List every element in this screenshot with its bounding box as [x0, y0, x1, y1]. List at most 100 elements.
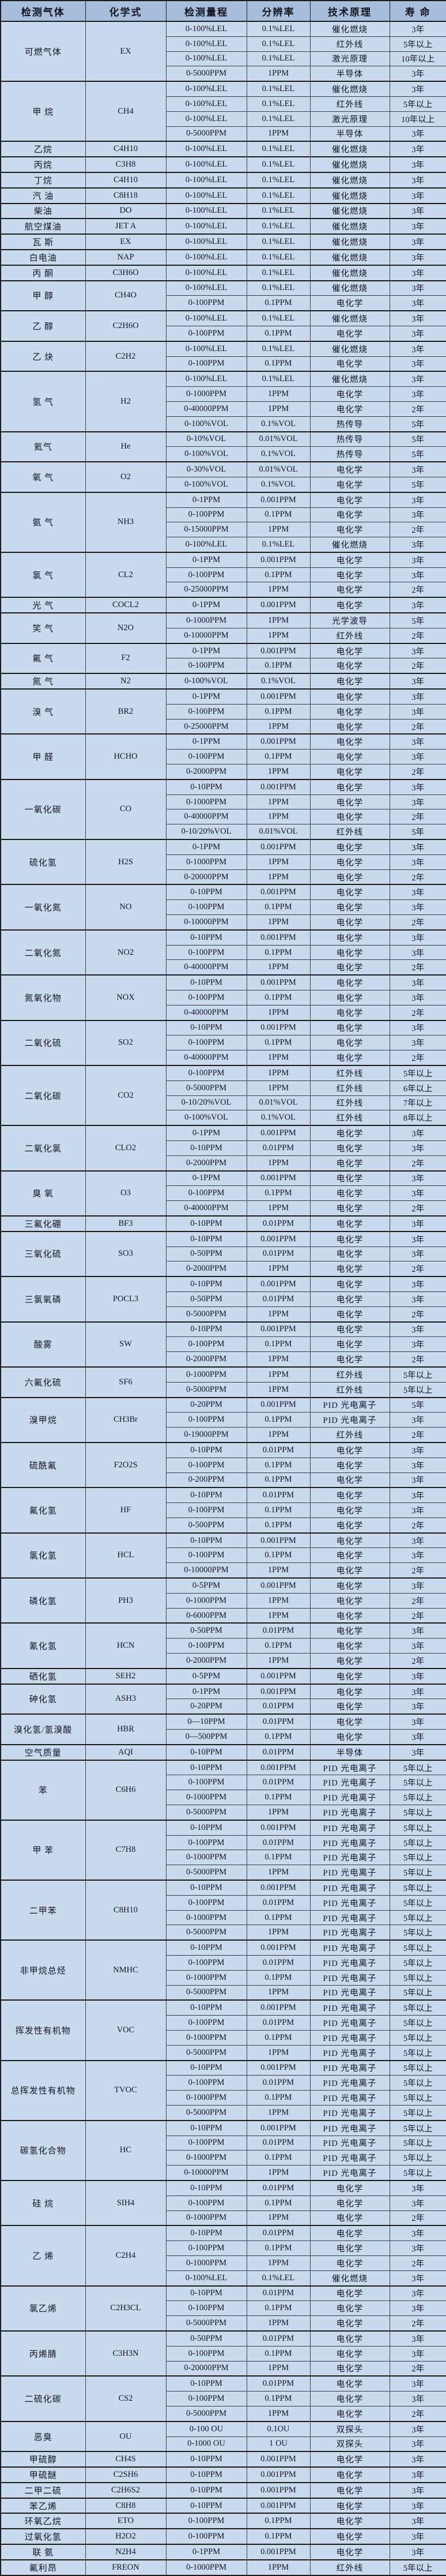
- principle-cell: 电化学: [309, 1638, 390, 1654]
- principle-cell: 红外线: [309, 1381, 390, 1398]
- principle-cell: 电化学: [309, 2375, 390, 2392]
- table-row: 挥发性有机物 VOC 0-10PPM 0.001PPM PID 光电离子 5年以上: [0, 1999, 446, 2061]
- resolution-cell: 0.1PPM: [246, 1729, 311, 1745]
- range-cell: 0-5000PPM: [165, 2405, 247, 2422]
- resolution-cell: 0.001PPM: [246, 1170, 311, 1187]
- life-cell: 3年: [389, 507, 446, 523]
- resolution-cell: 0.1PPM: [246, 1457, 311, 1473]
- principle-cell: 电化学: [309, 1230, 390, 1247]
- formula-cell: FREON: [85, 2559, 167, 2576]
- life-cell: 2年: [389, 627, 446, 644]
- table-row: 0-100PPM 0.01PPM PID 光电离子 5年以上: [1, 1835, 446, 1851]
- principle-cell: 电化学: [309, 1050, 390, 1066]
- resolution-cell: 0.001PPM: [246, 1683, 311, 1700]
- table-row: 二氧化碳 CO2 0-100PPM 1PPM 红外线 5年以上: [0, 1064, 446, 1126]
- resolution-cell: 0.001PPM: [246, 1125, 311, 1141]
- life-cell: 3年: [389, 1230, 446, 1247]
- gas-cell: 磷化氢: [0, 1577, 86, 1624]
- range-cell: 0-40000PPM: [165, 959, 247, 976]
- life-cell: 3年: [389, 2391, 446, 2406]
- range-cell: 0-100PPM: [165, 2513, 247, 2529]
- principle-cell: 电化学: [309, 974, 390, 991]
- formula-cell: NAP: [85, 248, 167, 266]
- range-cell: 0-100%LEL: [165, 202, 247, 219]
- gas-cell: 酸雾: [0, 1321, 86, 1368]
- range-cell: 0-50PPM: [165, 1622, 247, 1639]
- resolution-cell: 0.1PPM: [246, 325, 311, 342]
- life-cell: 3年: [389, 1441, 446, 1458]
- life-cell: 5年以上: [389, 1939, 446, 1956]
- resolution-cell: 0.1%LEL: [246, 156, 311, 173]
- principle-cell: 电化学: [309, 718, 390, 735]
- resolution-cell: 0.001PPM: [246, 884, 311, 901]
- range-cell: 0-100PPM: [165, 1336, 247, 1353]
- life-cell: 3年: [389, 20, 446, 37]
- principle-cell: 半导体: [309, 66, 390, 82]
- principle-cell: 催化燃烧: [309, 310, 390, 326]
- range-cell: 0-100%LEL: [165, 310, 247, 326]
- formula-cell: C6H6: [85, 1759, 167, 1821]
- life-cell: 3年: [389, 2528, 446, 2545]
- principle-cell: PID 光电离子: [309, 1396, 390, 1413]
- resolution-cell: 0.01PPM: [246, 1743, 311, 1761]
- resolution-cell: 0.1PPM: [246, 1517, 311, 1534]
- principle-cell: 电化学: [309, 959, 390, 976]
- principle-cell: 电化学: [309, 2225, 390, 2242]
- gas-cell: 三氧化硫: [0, 1230, 86, 1277]
- table-row: 笑 气 N2O 0-1000PPM 1PPM 光学波导 5年: [0, 612, 446, 644]
- resolution-cell: 0.1PPM: [246, 1336, 311, 1353]
- table-row: 氯乙烯 C2H3CL 0-10PPM 0.01PPM 电化学 3年: [0, 2285, 446, 2332]
- life-cell: 3年: [389, 461, 446, 477]
- principle-cell: 催化燃烧: [309, 264, 390, 281]
- table-row: 0-1000PPM 1PPM 电化学 2年: [1, 2255, 446, 2271]
- table-row: 0-5000PPM 1PPM 电化学 2年: [1, 2405, 446, 2422]
- table-row: 0-40000PPM 1PPM 电化学 2年: [1, 1004, 446, 1021]
- table-row: 甲硫醚 C2SH6 0-10PPM 0.001PPM 电化学 3年: [0, 2466, 446, 2483]
- range-cell: 0-10000PPM: [165, 914, 247, 931]
- range-cell: 0-100%LEL: [165, 187, 247, 204]
- table-row: 0-20PPM 0.01PPM 电化学 3年: [1, 1698, 446, 1715]
- table-row: 0-100PPM 0.1PPM 电化学 3年: [1, 1457, 446, 1473]
- resolution-cell: 0.1PPM: [246, 1910, 311, 1926]
- principle-cell: 电化学: [309, 476, 390, 493]
- formula-cell: CH4O: [85, 280, 167, 311]
- gas-cell: 联 氨: [0, 2544, 86, 2560]
- range-cell: 0-1000PPM: [165, 1850, 247, 1866]
- resolution-cell: 0.01PPM: [246, 1895, 311, 1911]
- resolution-cell: 1PPM: [246, 794, 311, 810]
- life-cell: 3年: [389, 1713, 446, 1730]
- gas-cell: 二氧化碳: [0, 1064, 86, 1126]
- life-cell: 5年以上: [389, 1775, 446, 1791]
- life-cell: 5年以上: [389, 1984, 446, 2001]
- resolution-cell: 0.1PPM: [246, 1502, 311, 1518]
- life-cell: 2年: [389, 2405, 446, 2422]
- life-cell: 3年: [389, 187, 446, 204]
- range-cell: 0-5000PPM: [165, 2315, 247, 2332]
- life-cell: 3年: [389, 295, 446, 311]
- formula-cell: C3H3N: [85, 2330, 167, 2377]
- formula-cell: SIH4: [85, 2179, 167, 2226]
- formula-cell: C8H8: [85, 2497, 167, 2514]
- gas-cell: 溴 气: [0, 688, 86, 735]
- table-row: 0-10/20%VOL 0.01%VOL 红外线 5年: [1, 824, 446, 840]
- resolution-cell: 0.1%LEL: [246, 310, 311, 326]
- table-row: 0-5000PPM 1PPM PID 光电离子 5年以上: [1, 1865, 446, 1881]
- gas-cell: 碳氢化合物: [0, 2119, 86, 2181]
- life-cell: 3年: [389, 1683, 446, 1700]
- formula-cell: EX: [85, 20, 167, 82]
- gas-cell: 一氧化碳: [0, 778, 86, 840]
- resolution-cell: 1PPM: [246, 1592, 311, 1609]
- resolution-cell: 0.1PPM: [246, 2090, 311, 2106]
- formula-cell: POCL3: [85, 1276, 167, 1323]
- table-row: 0-100PPM 0.1PPM 电化学 3年: [1, 1336, 446, 1353]
- life-cell: 2年: [389, 2255, 446, 2271]
- gas-cell: 三氟化硼: [0, 1215, 86, 1232]
- gas-cell: 丙烯腈: [0, 2330, 86, 2377]
- resolution-cell: 1PPM: [246, 914, 311, 931]
- formula-cell: H2S: [85, 839, 167, 885]
- table-row: 0-100PPM 0.1PPM 电化学 3年: [1, 899, 446, 916]
- range-cell: 0-1PPM: [165, 642, 247, 659]
- table-row: 溴化氢/氢溴酸 HBR 0—10PPM 0.01PPM 电化学 3年: [0, 1713, 446, 1745]
- resolution-cell: 0.01PPM: [246, 1246, 311, 1262]
